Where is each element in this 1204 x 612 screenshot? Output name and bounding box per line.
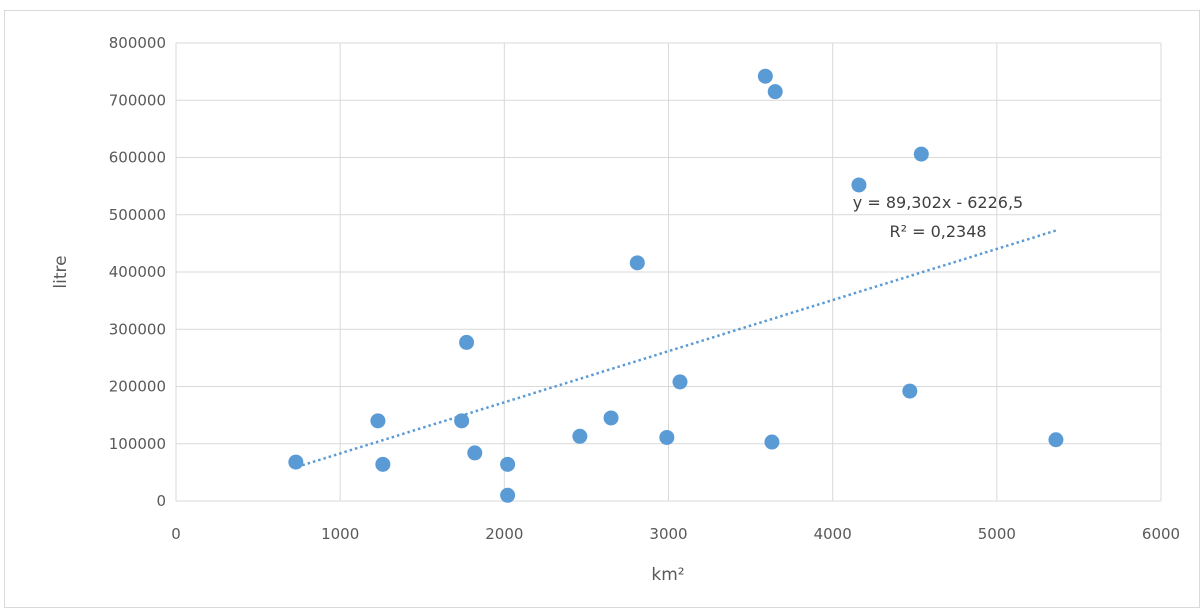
data-point <box>467 445 483 461</box>
x-tick-label: 6000 <box>1142 525 1180 543</box>
chart-area <box>4 10 1200 608</box>
data-point <box>288 454 304 470</box>
data-point <box>1048 432 1064 448</box>
data-point <box>659 429 675 445</box>
x-tick-label: 1000 <box>321 525 359 543</box>
data-point <box>454 413 470 429</box>
y-tick-label: 600000 <box>109 149 166 167</box>
y-tick-label: 400000 <box>109 263 166 281</box>
y-axis-title: litre <box>51 255 71 288</box>
data-point <box>500 456 516 472</box>
data-point <box>764 434 780 450</box>
data-point <box>757 68 773 84</box>
data-point <box>913 146 929 162</box>
data-point <box>672 374 688 390</box>
y-tick-label: 200000 <box>109 378 166 396</box>
data-point <box>902 383 918 399</box>
data-point <box>375 456 391 472</box>
x-tick-label: 2000 <box>485 525 523 543</box>
data-point <box>851 177 867 193</box>
x-tick-label: 3000 <box>649 525 687 543</box>
data-point <box>629 255 645 271</box>
data-point <box>572 428 588 444</box>
y-tick-label: 800000 <box>109 34 166 52</box>
x-axis-title: km² <box>651 565 684 585</box>
data-point <box>603 410 619 426</box>
data-point <box>459 334 475 350</box>
trendline-equation: y = 89,302x - 6226,5 <box>853 193 1023 212</box>
x-tick-label: 4000 <box>814 525 852 543</box>
y-tick-label: 500000 <box>109 206 166 224</box>
gridlines <box>175 42 1162 502</box>
y-tick-label: 700000 <box>109 91 166 109</box>
y-tick-label: 100000 <box>109 435 166 453</box>
trendline <box>302 229 1057 467</box>
data-point <box>370 413 386 429</box>
data-point <box>500 487 516 503</box>
x-tick-label: 5000 <box>978 525 1016 543</box>
trendline-r-squared: R² = 0,2348 <box>889 222 986 241</box>
y-tick-label: 0 <box>156 492 166 510</box>
trendline-group <box>302 229 1057 467</box>
x-tick-label: 0 <box>171 525 181 543</box>
y-tick-label: 300000 <box>109 320 166 338</box>
data-points <box>288 68 1064 503</box>
tick-labels: 0 100000 200000 300000 400000 500000 600000 700… <box>109 34 1180 543</box>
data-point <box>767 84 783 100</box>
